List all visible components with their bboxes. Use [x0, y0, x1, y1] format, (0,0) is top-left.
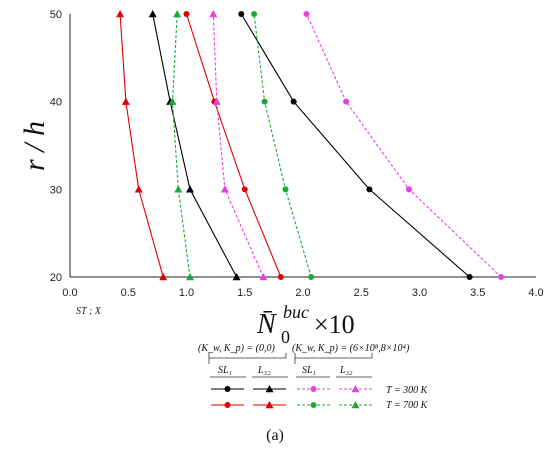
legend-col-sl-1: SL₁	[218, 365, 232, 376]
series-2	[183, 11, 284, 280]
data-point	[290, 98, 297, 105]
data-point	[406, 186, 413, 193]
legend: (K_w, K_p) = (0,0) (K_w, K_p) = (6×10⁸,8…	[198, 343, 429, 411]
series-1	[148, 10, 241, 281]
legend-row-samples	[211, 385, 372, 409]
x-tick-label: 2.0	[295, 287, 310, 299]
y-tick-labels: 20 30 40 50	[50, 9, 62, 284]
data-point	[121, 97, 130, 105]
x-label-suffix: ×10	[314, 310, 355, 339]
x-tick-label: 3.0	[412, 287, 427, 299]
series-line	[171, 13, 191, 278]
data-point	[232, 273, 241, 281]
data-point	[466, 274, 473, 280]
data-point	[159, 273, 168, 281]
x-label-main: N̄	[256, 309, 277, 340]
series-line	[253, 13, 312, 278]
data-point	[168, 97, 177, 105]
y-tick-label: 30	[50, 184, 62, 196]
y-tick-label: 50	[50, 9, 62, 21]
data-point	[174, 185, 183, 193]
x-axis-note: ST ; X	[76, 306, 102, 317]
series-line	[152, 13, 238, 278]
x-tick-label: 4.0	[528, 287, 543, 299]
legend-bracket-2	[294, 353, 373, 359]
x-tick-labels: 0.0 0.5 1.0 1.5 2.0 2.5 3.0 3.5 4.0	[62, 287, 543, 299]
data-point	[282, 186, 289, 193]
y-axis-label: r / h	[18, 121, 51, 171]
data-point	[183, 11, 190, 17]
series-line	[119, 13, 164, 278]
data-point	[148, 10, 157, 18]
y-tick-label: 20	[50, 272, 62, 284]
series-7	[168, 10, 194, 281]
series-0	[238, 11, 473, 280]
series-line	[185, 13, 282, 278]
series-6	[251, 11, 315, 280]
legend-sample-marker	[224, 386, 231, 392]
legend-col-l-1: L₃₂	[257, 365, 271, 376]
series-line	[212, 13, 264, 278]
series-4	[303, 11, 505, 280]
x-label-sub: 0	[281, 327, 290, 347]
figure-caption: (a)	[266, 427, 284, 444]
data-point	[303, 11, 310, 17]
x-tick-label: 0.5	[121, 287, 136, 299]
data-point	[209, 10, 218, 18]
series-group	[116, 10, 505, 281]
data-point	[259, 273, 268, 281]
data-point	[116, 10, 125, 18]
legend-col-l-2: L₃₂	[339, 365, 353, 376]
legend-col-sl-2: SL₁	[302, 365, 316, 376]
x-tick-label: 3.5	[470, 287, 485, 299]
data-point	[220, 185, 229, 193]
legend-sample-marker	[351, 385, 360, 393]
legend-group1-title: (K_w, K_p) = (0,0)	[198, 343, 276, 354]
data-point	[261, 98, 268, 105]
data-point	[212, 97, 221, 105]
legend-group2-title: (K_w, K_p) = (6×10⁸,8×10⁴)	[292, 343, 410, 354]
series-3	[116, 10, 168, 281]
legend-row-label-700: T = 700 K	[386, 400, 429, 411]
series-line	[240, 13, 470, 278]
data-point	[366, 186, 373, 193]
data-point	[134, 185, 143, 193]
legend-sample-marker	[310, 386, 317, 392]
data-point	[343, 98, 350, 105]
series-5	[209, 10, 268, 281]
data-point	[308, 274, 315, 280]
x-axis-label: N̄ 0 buc ×10	[256, 302, 355, 347]
legend-sample-marker	[310, 402, 317, 408]
legend-row-label-300: T = 300 K	[386, 385, 429, 396]
legend-sample-marker	[351, 401, 360, 409]
axes	[69, 14, 536, 278]
legend-sample-marker	[265, 401, 274, 409]
data-point	[185, 273, 194, 281]
x-tick-label: 1.5	[237, 287, 252, 299]
data-point	[185, 185, 194, 193]
data-point	[241, 186, 248, 193]
data-point	[498, 274, 505, 280]
legend-sample-marker	[224, 402, 231, 408]
x-tick-label: 0.0	[62, 287, 77, 299]
data-point	[251, 11, 258, 17]
data-point	[277, 274, 284, 280]
legend-sample-marker	[265, 385, 274, 393]
legend-bracket-1	[208, 353, 287, 359]
y-tick-label: 40	[50, 97, 62, 109]
data-point	[173, 10, 182, 18]
x-tick-label: 1.0	[179, 287, 194, 299]
x-label-sup: buc	[283, 302, 309, 322]
series-line	[305, 13, 502, 278]
x-tick-label: 2.5	[354, 287, 369, 299]
data-point	[238, 11, 245, 17]
